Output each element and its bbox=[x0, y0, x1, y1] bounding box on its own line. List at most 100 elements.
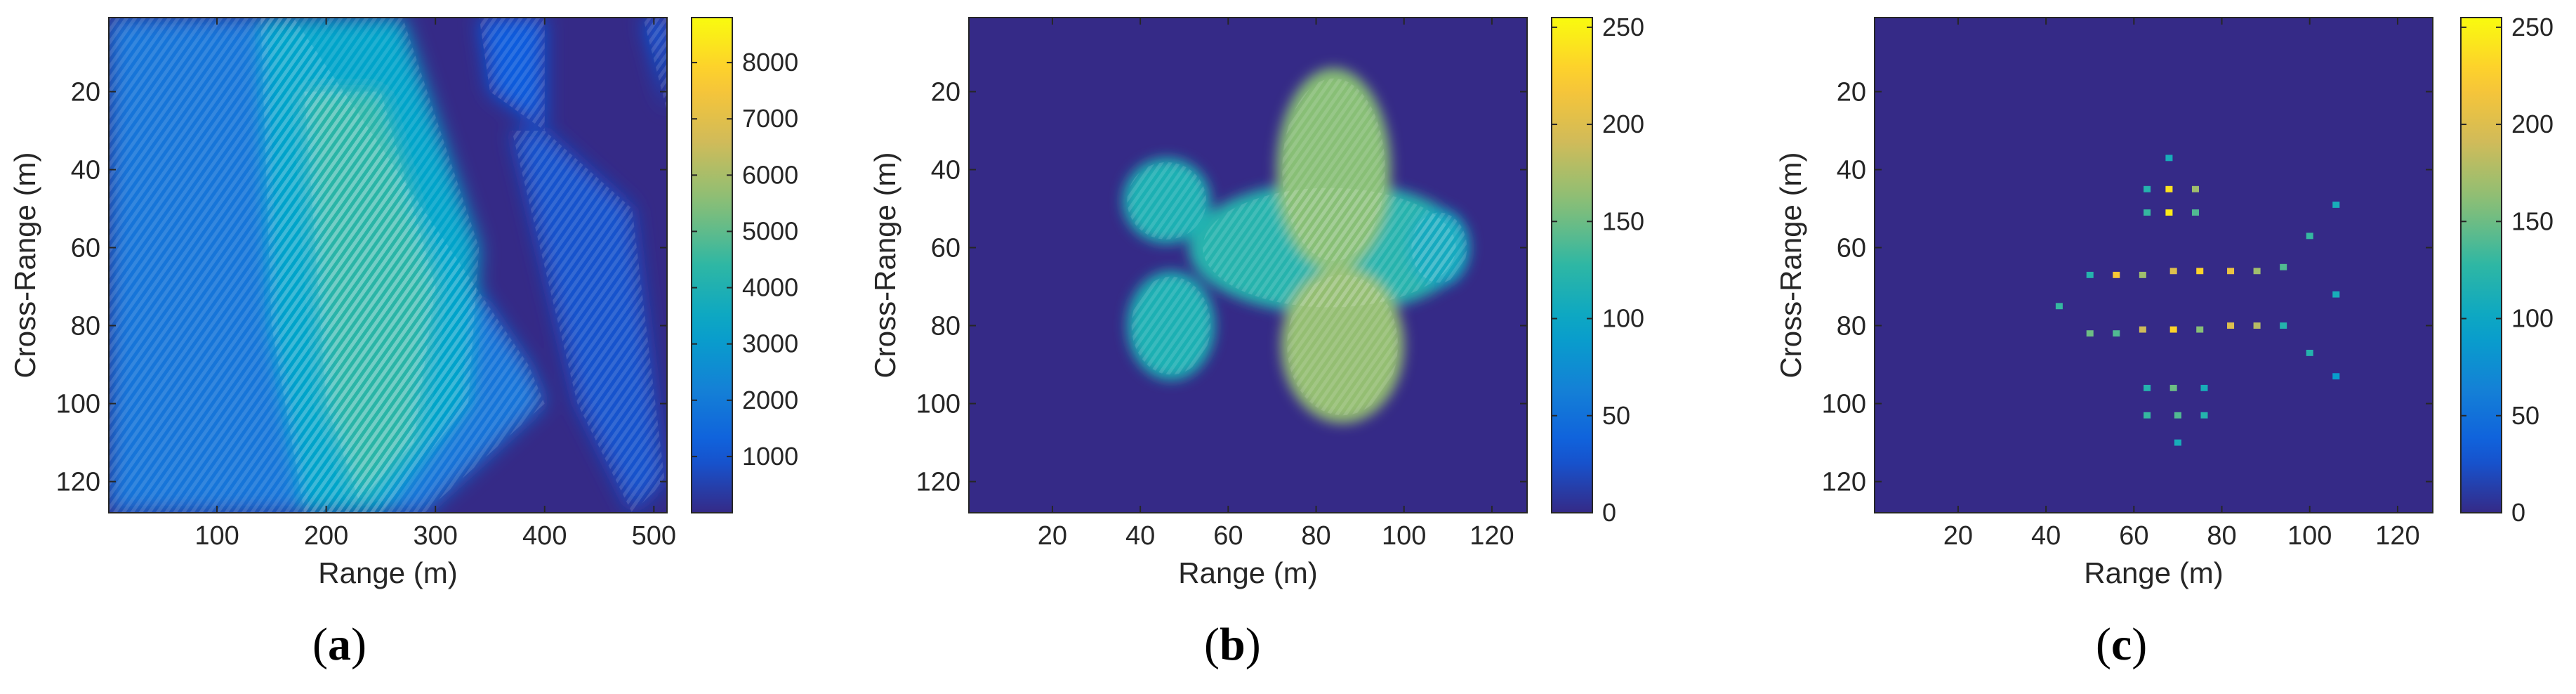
colorbar-tick-label: 150 bbox=[2511, 207, 2554, 235]
x-tick-label: 20 bbox=[1038, 521, 1067, 551]
colorbar-tick-label: 200 bbox=[1602, 110, 1644, 138]
heatmap-texture-region bbox=[1127, 162, 1207, 240]
x-axis-title: Range (m) bbox=[1178, 556, 1317, 589]
x-tick-label: 300 bbox=[413, 521, 457, 551]
y-tick-label: 20 bbox=[1837, 77, 1866, 107]
colorbar-tick-label: 0 bbox=[1602, 498, 1616, 527]
heatmap-texture-region bbox=[1282, 78, 1385, 261]
y-tick-label: 100 bbox=[1822, 390, 1866, 419]
y-tick-label: 100 bbox=[916, 390, 960, 419]
y-tick-label: 40 bbox=[931, 155, 960, 185]
panel-a-heatmap-chart: 100 200 300 400 500 20 40 60 80 100 120 Range (m) Cr… bbox=[8, 17, 798, 589]
scatter-point bbox=[2169, 384, 2177, 391]
axes-frame bbox=[968, 17, 1528, 513]
scatter-point bbox=[2332, 202, 2340, 208]
axes-frame bbox=[108, 17, 668, 513]
scatter-point bbox=[2306, 233, 2313, 240]
colorbar-tick-label: 1000 bbox=[742, 442, 798, 471]
colorbar-tick-label: 100 bbox=[2511, 304, 2554, 333]
heatmap-texture-region bbox=[1411, 212, 1467, 283]
scatter-point bbox=[2200, 384, 2208, 391]
y-tick-label: 80 bbox=[1837, 312, 1866, 341]
scatter-point bbox=[2306, 349, 2313, 356]
y-axis-title: Cross-Range (m) bbox=[1774, 152, 1807, 378]
scatter-point bbox=[2113, 330, 2120, 337]
plot-area bbox=[2055, 155, 2340, 446]
scatter-point bbox=[2139, 326, 2146, 333]
y-tick-label: 20 bbox=[931, 77, 960, 107]
heatmap-texture-region bbox=[479, 18, 545, 131]
y-tick-label: 100 bbox=[56, 390, 100, 419]
colorbar-tick-label: 7000 bbox=[742, 104, 798, 133]
y-tick-label: 80 bbox=[931, 312, 960, 341]
x-tick-label: 60 bbox=[2119, 521, 2148, 551]
y-tick-label: 40 bbox=[1837, 155, 1866, 185]
x-tick-label: 20 bbox=[1943, 521, 1973, 551]
x-tick-label: 200 bbox=[304, 521, 348, 551]
y-tick-label: 60 bbox=[931, 234, 960, 263]
x-tick-label: 120 bbox=[2375, 521, 2419, 551]
scatter-point bbox=[2196, 326, 2204, 333]
scatter-point bbox=[2113, 271, 2120, 278]
scatter-point bbox=[2055, 303, 2063, 310]
scatter-point bbox=[2280, 322, 2287, 329]
heatmap-texture-region bbox=[642, 18, 667, 112]
heatmap-texture-region bbox=[304, 91, 436, 502]
colorbar bbox=[1552, 18, 1592, 513]
x-tick-label: 80 bbox=[1301, 521, 1330, 551]
y-tick-label: 20 bbox=[71, 77, 100, 107]
heatmap-texture bbox=[109, 18, 667, 513]
colorbar-tick-label: 100 bbox=[1602, 304, 1644, 333]
scatter-point bbox=[2332, 373, 2340, 380]
x-axis-title: Range (m) bbox=[318, 556, 457, 589]
x-tick-label: 400 bbox=[522, 521, 567, 551]
heatmap-texture-region bbox=[1131, 276, 1211, 375]
x-tick-label: 40 bbox=[1125, 521, 1155, 551]
x-tick-label: 500 bbox=[632, 521, 676, 551]
y-tick-label: 120 bbox=[1822, 468, 1866, 497]
heatmap-texture-region bbox=[1287, 275, 1398, 416]
colorbar-tick-label: 4000 bbox=[742, 273, 798, 302]
y-axis-title: Cross-Range (m) bbox=[8, 152, 41, 378]
scatter-point bbox=[2191, 209, 2199, 216]
panel-b-heatmap-chart: 20 40 60 80 100 120 20 40 60 80 100 120 Range (m) Cro… bbox=[868, 13, 1644, 589]
colorbar bbox=[2461, 18, 2502, 513]
y-tick-label: 40 bbox=[71, 155, 100, 185]
scatter-point bbox=[2227, 268, 2235, 275]
y-axis-title: Cross-Range (m) bbox=[868, 152, 901, 378]
colorbar-tick-label: 250 bbox=[1602, 13, 1644, 41]
scatter-point bbox=[2280, 263, 2287, 270]
colorbar bbox=[692, 18, 732, 513]
colorbar-tick-label: 50 bbox=[2511, 401, 2539, 430]
colorbar-frame bbox=[2460, 17, 2502, 513]
y-tick-label: 120 bbox=[916, 468, 960, 497]
colorbar-tick-label: 200 bbox=[2511, 110, 2554, 138]
scatter-point bbox=[2144, 412, 2151, 419]
scatter-point bbox=[2165, 185, 2173, 192]
scatter-point bbox=[2332, 291, 2340, 298]
x-tick-label: 100 bbox=[2287, 521, 2332, 551]
scatter-point bbox=[2196, 268, 2204, 275]
scatter-point bbox=[2169, 268, 2177, 275]
scatter-point bbox=[2144, 209, 2151, 216]
scatter-point bbox=[2086, 330, 2094, 337]
caption-letter: b bbox=[1219, 619, 1246, 670]
colorbar-tick-label: 50 bbox=[1602, 401, 1630, 430]
colorbar-tick-label: 5000 bbox=[742, 216, 798, 245]
colorbar-tick-label: 250 bbox=[2511, 13, 2554, 41]
colorbar-frame bbox=[691, 17, 733, 513]
scatter-point bbox=[2144, 384, 2151, 391]
scatter-point bbox=[2253, 322, 2261, 329]
heatmap-texture bbox=[1127, 78, 1467, 416]
scatter-point bbox=[2227, 322, 2235, 329]
colorbar-tick-label: 3000 bbox=[742, 329, 798, 358]
heatmap-texture-region bbox=[512, 130, 665, 513]
caption-letter: c bbox=[2111, 619, 2132, 670]
colorbar-tick-label: 0 bbox=[2511, 498, 2525, 527]
x-axis-title: Range (m) bbox=[2084, 556, 2223, 589]
plot-background bbox=[1875, 18, 2433, 513]
scatter-point bbox=[2139, 271, 2146, 278]
x-tick-label: 100 bbox=[1382, 521, 1426, 551]
colorbar-tick-label: 150 bbox=[1602, 207, 1644, 235]
